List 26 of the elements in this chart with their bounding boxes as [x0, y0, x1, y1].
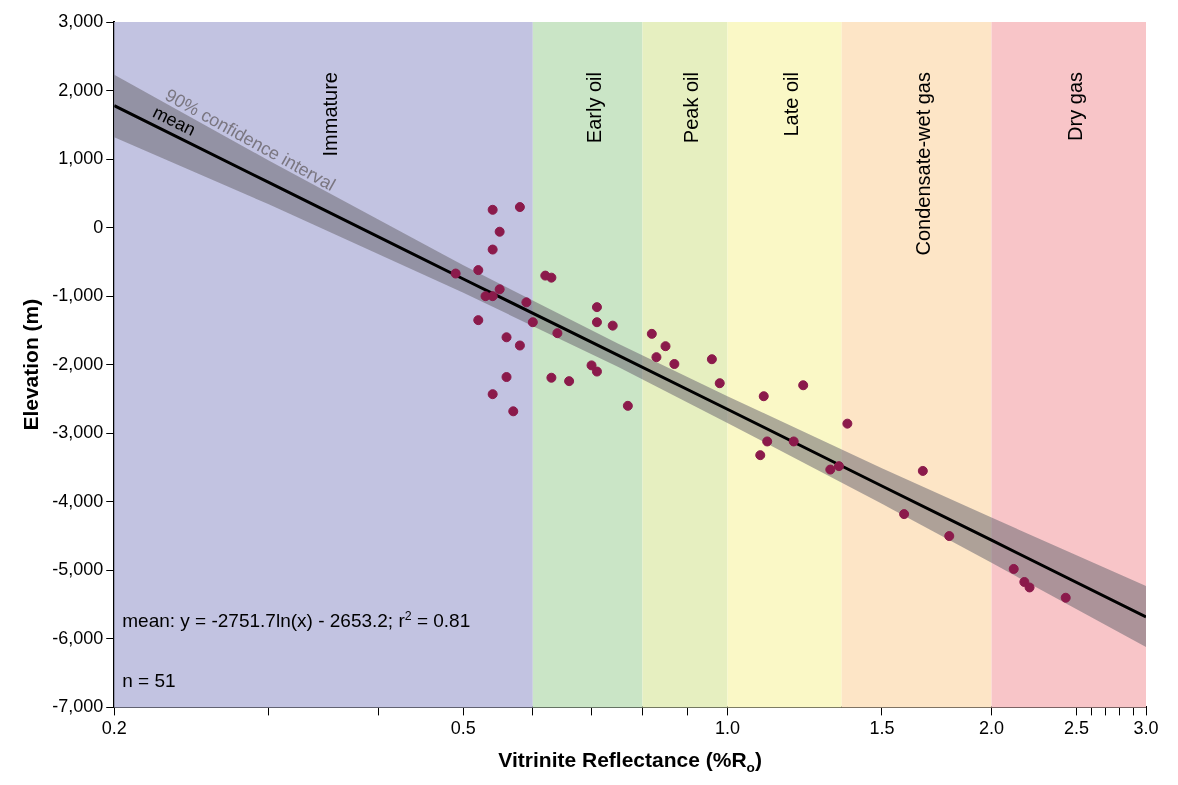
- x-tick-label: 0.5: [450, 718, 476, 739]
- x-tick-label: 3.0: [1133, 718, 1159, 739]
- y-tick-label: -1,000: [52, 285, 104, 306]
- y-tick-label: -5,000: [52, 559, 104, 580]
- band-label: Condensate-wet gas: [912, 72, 935, 256]
- annotation: n = 51: [122, 670, 176, 692]
- y-tick-label: -7,000: [52, 696, 104, 717]
- band-label: Early oil: [583, 72, 606, 144]
- y-tick-label: -2,000: [52, 353, 104, 374]
- x-tick-label: 2.5: [1064, 718, 1090, 739]
- band-label: Dry gas: [1064, 72, 1087, 141]
- band-label: Late oil: [780, 72, 803, 137]
- y-tick-label: 0: [93, 216, 104, 237]
- band-label: Immature: [319, 72, 342, 157]
- y-axis-title: Elevation (m): [19, 298, 43, 431]
- x-tick-label: 1.5: [869, 718, 895, 739]
- x-tick-label: 2.0: [979, 718, 1005, 739]
- band-label: Peak oil: [680, 72, 703, 144]
- y-tick-label: -4,000: [52, 490, 104, 511]
- y-tick-label: 1,000: [58, 148, 104, 169]
- y-tick-label: -3,000: [52, 422, 104, 443]
- y-tick-label: 3,000: [58, 10, 104, 31]
- x-tick-label: 0.2: [101, 718, 127, 739]
- x-tick-label: 1.0: [714, 718, 740, 739]
- y-tick-label: 2,000: [58, 79, 104, 100]
- y-tick-label: -6,000: [52, 627, 104, 648]
